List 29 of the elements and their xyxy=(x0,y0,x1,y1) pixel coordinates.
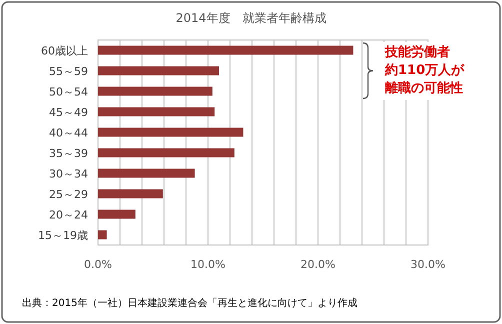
y-tick-label: 15～19歳 xyxy=(38,228,88,242)
annotation: 技能労働者 xyxy=(384,44,450,60)
bar xyxy=(98,189,163,198)
y-tick-label: 60歳以上 xyxy=(41,44,88,58)
text: 10.0% xyxy=(190,258,226,271)
y-tick-label: 50～54 xyxy=(49,85,88,98)
bar xyxy=(98,148,234,158)
bar xyxy=(98,168,195,178)
text: 30.0% xyxy=(410,258,446,271)
y-tick-label: 45～49 xyxy=(49,106,88,119)
source-note: 出典：2015年（一社）日本建設業連合会「再生と進化に向けて」より作成 xyxy=(22,297,358,309)
bar xyxy=(98,210,136,219)
bar xyxy=(98,86,212,96)
bar xyxy=(98,107,215,116)
bar xyxy=(98,66,219,76)
annotation: 約110万人が xyxy=(384,63,466,78)
y-tick-label: 30～34 xyxy=(49,167,88,180)
annotation: 離職の可能性 xyxy=(384,80,463,96)
y-tick-label: 40～44 xyxy=(49,126,88,140)
y-tick-label: 55～59 xyxy=(49,64,88,78)
bar xyxy=(98,230,107,240)
text: 20.0% xyxy=(300,258,336,271)
y-tick-label: 25～29 xyxy=(49,188,88,201)
y-tick-label: 20～24 xyxy=(49,208,88,222)
text: 0.0% xyxy=(84,258,112,271)
bar xyxy=(98,46,354,55)
bar xyxy=(98,128,244,137)
chart-title: 2014年度 就業者年齢構成 xyxy=(176,11,326,25)
y-tick-label: 35～39 xyxy=(49,146,88,160)
